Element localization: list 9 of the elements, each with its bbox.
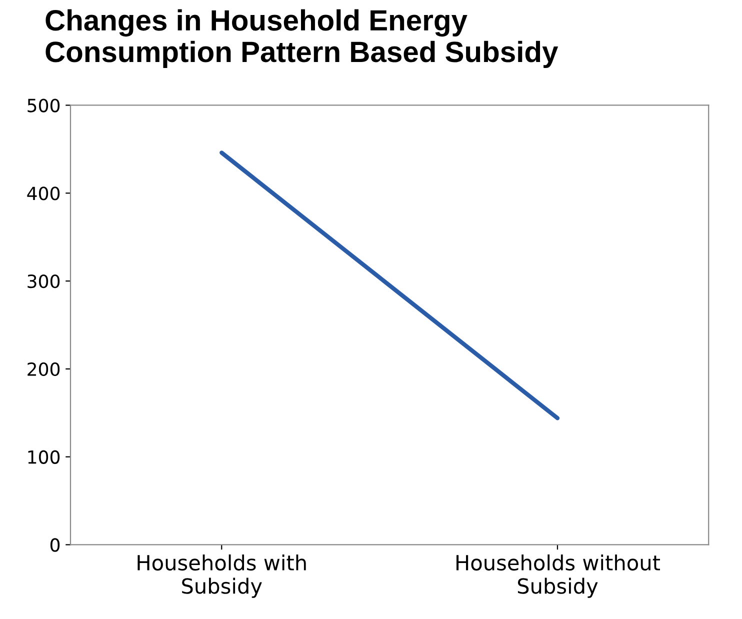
- y-tick-label: 100: [28, 450, 60, 464]
- x-tick-label: Households without Subsidy: [456, 554, 660, 598]
- x-tick-label: Households with Subsidy: [138, 554, 306, 598]
- y-tick-label: 300: [28, 274, 60, 288]
- y-tick-label: 500: [28, 98, 60, 112]
- y-tick-label: 200: [28, 362, 60, 376]
- y-tick-label: 400: [27, 186, 60, 200]
- chart-title: Changes in Household Energy Consumption Pattern Based Subsidy: [46, 9, 558, 68]
- y-tick-label: 0: [50, 538, 60, 552]
